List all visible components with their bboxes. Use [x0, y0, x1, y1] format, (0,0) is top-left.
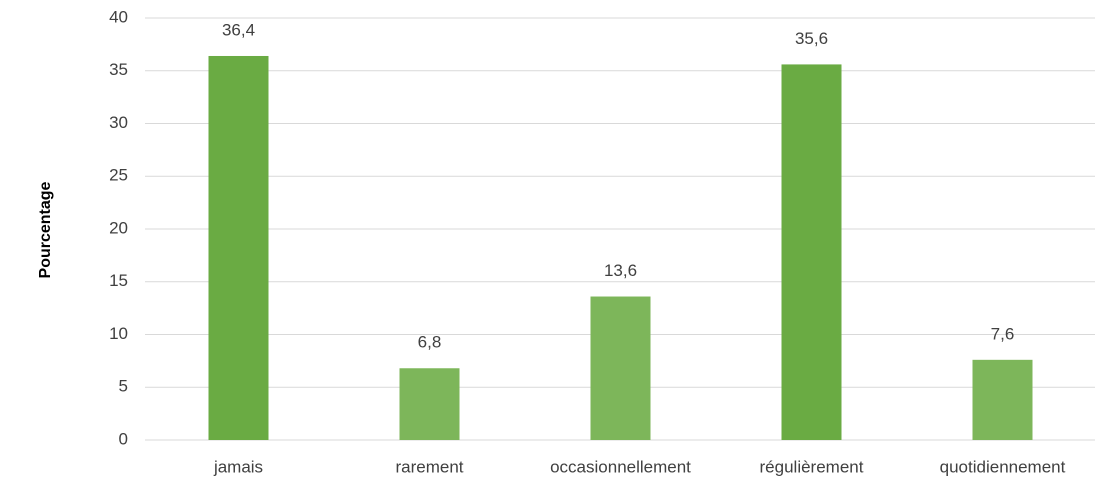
x-tick-label: régulièrement	[760, 457, 864, 476]
value-label: 13,6	[604, 261, 637, 280]
y-axis-label: Pourcentage	[37, 181, 54, 278]
value-label: 35,6	[795, 29, 828, 48]
bar	[590, 296, 651, 440]
x-tick-label: occasionnellement	[550, 457, 691, 476]
y-tick-label: 0	[119, 429, 128, 448]
x-tick-label: jamais	[213, 457, 263, 476]
y-tick-label: 30	[109, 113, 128, 132]
bar	[781, 64, 842, 441]
y-tick-label: 25	[109, 166, 128, 185]
bar	[208, 55, 269, 440]
x-tick-label: quotidiennement	[940, 457, 1066, 476]
value-label: 36,4	[222, 20, 255, 39]
y-tick-label: 20	[109, 218, 128, 237]
y-tick-label: 40	[109, 7, 128, 26]
y-tick-label: 35	[109, 60, 128, 79]
value-label: 6,8	[418, 333, 442, 352]
x-tick-label: rarement	[395, 457, 463, 476]
y-tick-label: 15	[109, 271, 128, 290]
y-tick-label: 5	[119, 377, 128, 396]
value-label: 7,6	[991, 324, 1015, 343]
y-tick-label: 10	[109, 324, 128, 343]
bar	[399, 368, 460, 440]
bar	[972, 359, 1033, 440]
